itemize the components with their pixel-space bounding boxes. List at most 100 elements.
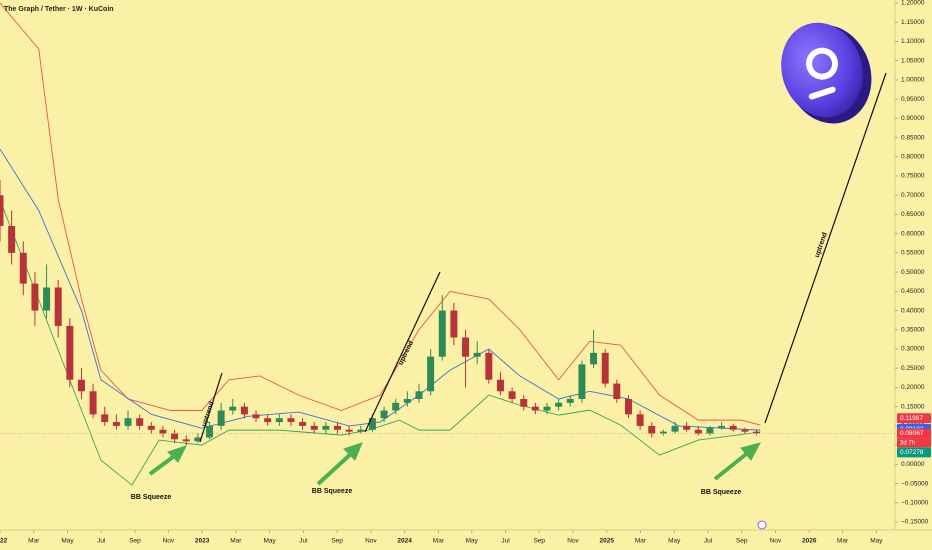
x-tick-label: May xyxy=(668,538,681,545)
candle-body xyxy=(450,310,458,338)
candle-body xyxy=(171,433,179,440)
y-tick-label: 0.00000 xyxy=(901,461,925,468)
y-tick-label: 0.70000 xyxy=(901,192,925,199)
annotation: BB Squeeze xyxy=(312,488,353,495)
price-label-box xyxy=(897,447,931,458)
x-tick-label: May xyxy=(466,538,479,545)
arrows xyxy=(148,442,761,486)
plot-area xyxy=(0,2,761,486)
x-tick-label: Mar xyxy=(433,538,445,545)
y-tick-label: 0.40000 xyxy=(901,307,925,314)
candle-body xyxy=(543,406,551,411)
x-tick-label: Jul xyxy=(704,538,713,545)
x-tick-label: May xyxy=(263,538,276,545)
candle-body xyxy=(89,391,97,415)
candle-body xyxy=(275,418,283,423)
candle-body xyxy=(54,287,62,326)
candle-body xyxy=(729,425,737,430)
annotation: BB Squeeze xyxy=(701,489,742,496)
candle-body xyxy=(753,431,760,434)
candle-body xyxy=(496,379,504,392)
arrow xyxy=(713,449,752,481)
x-tick-label: Sep xyxy=(129,538,141,545)
annotation: BB Squeeze xyxy=(131,494,172,501)
candle-body xyxy=(636,414,644,426)
x-tick-label: Nov xyxy=(567,538,579,545)
x-tick-label: Jul xyxy=(97,538,106,545)
trend-line xyxy=(364,271,441,433)
x-tick-label: Sep xyxy=(736,538,748,545)
y-tick-label: −0.15000 xyxy=(901,519,929,526)
y-tick-label: 0.30000 xyxy=(901,346,925,353)
logo-bar xyxy=(808,86,836,100)
y-tick-label: 0.25000 xyxy=(901,365,925,372)
y-tick-label: 0.35000 xyxy=(901,326,925,333)
y-tick-label: 1.20000 xyxy=(901,0,925,7)
countdown: 3d 7h xyxy=(900,440,915,446)
candle-body xyxy=(194,437,202,442)
candle-body xyxy=(8,225,16,253)
candle-body xyxy=(310,425,318,430)
candle-body xyxy=(19,252,27,284)
candle-body xyxy=(287,418,295,423)
y-tick-label: 0.80000 xyxy=(901,153,925,160)
price-label: 0.08067 xyxy=(900,430,924,437)
arrow-head xyxy=(343,442,363,461)
candle-body xyxy=(624,398,632,415)
candle-body xyxy=(415,391,423,399)
candle-body xyxy=(217,410,225,426)
x-tick-label: 2024 xyxy=(397,538,412,545)
x-tick-label: Mar xyxy=(28,538,40,545)
candle-body xyxy=(392,402,400,411)
coin-face xyxy=(781,22,863,118)
x-tick-label: Mar xyxy=(837,538,849,545)
candle-body xyxy=(159,429,167,434)
candle-body xyxy=(77,379,85,392)
x-tick-label: Nov xyxy=(770,538,782,545)
candle-body xyxy=(0,195,4,226)
y-tick-label: 0.90000 xyxy=(901,115,925,122)
band-line xyxy=(0,148,761,431)
price-label: 0.11987 xyxy=(900,415,923,422)
y-tick-label: 0.75000 xyxy=(901,173,925,180)
candle-body xyxy=(438,310,446,357)
y-tick-label: −0.10000 xyxy=(901,499,929,506)
x-tick-label: Jul xyxy=(299,538,308,545)
y-tick-label: 0.45000 xyxy=(901,288,925,295)
candle-body xyxy=(694,429,702,434)
price-label-box xyxy=(897,413,931,424)
y-tick-label: 0.55000 xyxy=(901,250,925,257)
y-tick-label: 0.15000 xyxy=(901,403,925,410)
chart-title: The Graph / Tether · 1W · KuCoin xyxy=(4,6,114,13)
candle-body xyxy=(566,398,574,403)
arrow xyxy=(316,450,355,486)
logo-circle xyxy=(806,47,839,80)
candle-body xyxy=(427,356,435,392)
candle-body xyxy=(706,427,714,434)
y-tick-label: 0.85000 xyxy=(901,134,925,141)
candle-body xyxy=(403,398,411,403)
candle-body xyxy=(66,325,74,380)
candle-body xyxy=(485,352,493,380)
x-tick-label: 2025 xyxy=(600,538,615,545)
arrow xyxy=(148,452,179,476)
candle-body xyxy=(229,406,237,411)
price-label-box xyxy=(897,428,931,439)
candle-body xyxy=(508,391,516,399)
candle-body xyxy=(43,287,51,311)
candle-body xyxy=(520,398,528,407)
candle-body xyxy=(357,429,365,432)
candle-body xyxy=(136,418,144,426)
candle-body xyxy=(31,283,39,311)
x-tick-label: Jul xyxy=(501,538,510,545)
x-tick-label: Nov xyxy=(365,538,377,545)
y-tick-label: 0.60000 xyxy=(901,230,925,237)
x-tick-label: 2023 xyxy=(195,538,210,545)
candle-body xyxy=(101,414,109,423)
candle-body xyxy=(531,406,539,411)
candle-body xyxy=(147,425,155,430)
x-tick-label: 2022 xyxy=(0,538,8,545)
candle-body xyxy=(718,425,726,428)
candle-body xyxy=(182,439,190,442)
